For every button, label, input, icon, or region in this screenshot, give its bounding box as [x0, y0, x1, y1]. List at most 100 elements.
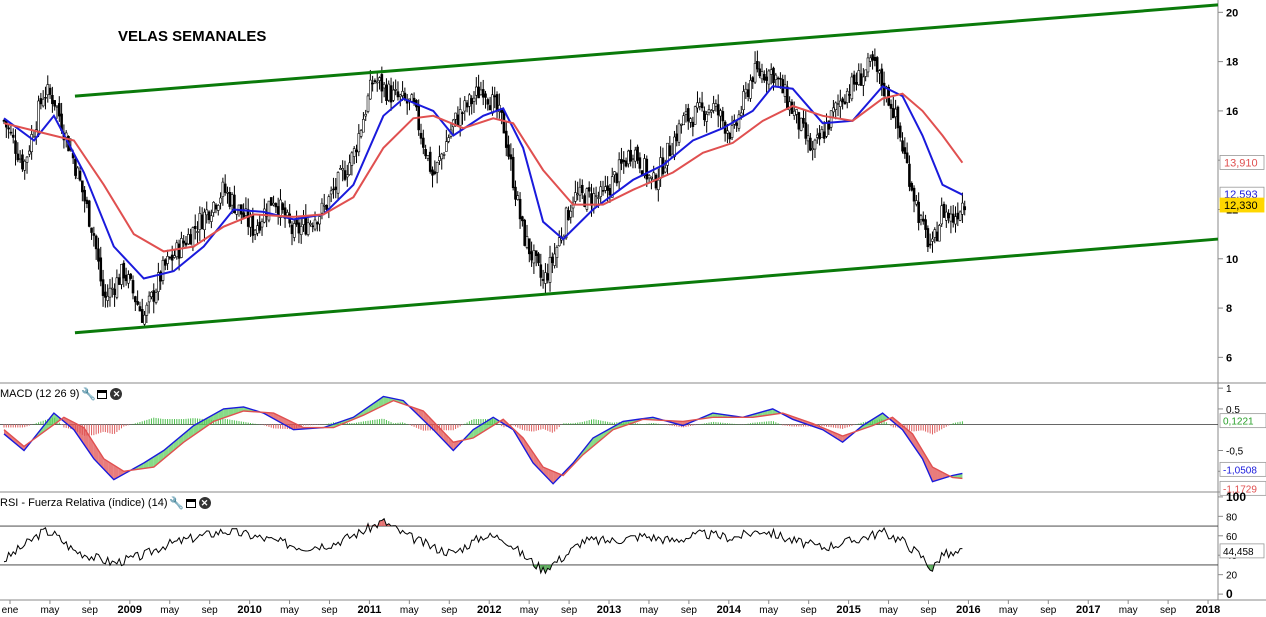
candle-body — [518, 198, 522, 220]
candle-body — [143, 314, 146, 325]
candle-body — [154, 292, 158, 303]
macd-signal-value-tag-text: -1,1729 — [1223, 484, 1257, 495]
candle-body — [309, 223, 312, 225]
candle-body — [334, 186, 338, 190]
candle-body — [940, 205, 943, 225]
candle-body — [99, 257, 103, 282]
candle-body — [691, 121, 695, 127]
wrench-icon[interactable]: 🔧 — [169, 496, 184, 510]
candle-body — [827, 120, 831, 130]
candle-body — [230, 194, 234, 206]
macd-cross-fill — [443, 431, 449, 446]
candle-body — [620, 159, 623, 164]
trendline — [74, 3, 1219, 98]
candle-body — [408, 98, 411, 101]
macd-cross-fill — [927, 458, 933, 482]
candle-body — [864, 69, 867, 77]
candle-body — [647, 175, 651, 179]
candlesticks — [2, 48, 967, 328]
candle-body — [74, 158, 77, 176]
candle-body — [28, 150, 31, 155]
macd-cross-fill — [468, 429, 474, 440]
candle-body — [484, 93, 487, 98]
candle-body — [590, 193, 593, 206]
candle-body — [290, 224, 294, 235]
candle-body — [152, 290, 156, 302]
candle-body — [456, 114, 460, 126]
candle-body — [207, 211, 211, 221]
candle-body — [495, 94, 499, 112]
x-tick-label: sep — [1160, 605, 1177, 616]
macd-cross-fill — [8, 433, 14, 443]
candle-body — [951, 213, 955, 223]
candle-body — [221, 181, 225, 198]
candle-body — [551, 256, 554, 264]
candle-body — [57, 103, 61, 117]
candle-body — [735, 122, 738, 126]
candle-body — [173, 255, 176, 258]
candle-body — [795, 109, 798, 115]
candle-body — [779, 77, 782, 80]
rsi-value-tag-box — [1219, 543, 1265, 559]
candle-body — [311, 225, 315, 228]
candle-body — [875, 57, 879, 72]
window-icon[interactable] — [185, 498, 196, 508]
x-tick-label: may — [400, 605, 419, 616]
candle-body — [299, 226, 303, 235]
candle-body — [905, 152, 909, 164]
macd-cross-fill — [603, 429, 609, 439]
candle-body — [921, 218, 925, 222]
wrench-icon[interactable]: 🔧 — [81, 387, 96, 401]
candle-body — [564, 207, 568, 239]
candle-body — [677, 123, 681, 143]
candle-body — [9, 131, 13, 134]
candle-body — [746, 89, 750, 97]
candle-body — [23, 160, 27, 171]
candle-body — [345, 174, 349, 178]
ema-slow-value-tag: 13,910 — [1219, 155, 1265, 170]
candle-body — [302, 218, 305, 225]
candle-body — [115, 277, 119, 298]
candle-body — [341, 168, 344, 171]
candle-body — [935, 231, 939, 242]
candle-body — [83, 189, 86, 202]
candle-body — [117, 277, 121, 285]
candle-body — [822, 131, 826, 139]
candle-body — [597, 197, 600, 199]
candle-body — [97, 248, 100, 262]
candle-body — [578, 186, 582, 196]
candle-body — [373, 80, 377, 83]
candle-body — [398, 94, 402, 97]
x-tick-label: may — [1119, 605, 1138, 616]
candle-body — [322, 204, 326, 207]
candle-body — [739, 112, 743, 116]
candle-body — [880, 68, 884, 87]
candle-body — [781, 79, 785, 94]
close-icon[interactable]: ✕ — [198, 497, 211, 509]
candle-body — [461, 112, 464, 114]
close-icon[interactable]: ✕ — [110, 388, 123, 400]
candle-body — [21, 154, 24, 170]
candle-body — [894, 108, 897, 118]
candle-body — [87, 200, 91, 227]
x-tick-label: 2018 — [1196, 604, 1220, 616]
candle-body — [92, 233, 96, 236]
rsi-pane-title: RSI - Fuerza Relativa (índice) (14) — [0, 497, 168, 509]
macd-pane-title: MACD (12 26 9) — [0, 388, 80, 400]
candle-body — [855, 82, 858, 85]
candle-body — [445, 141, 448, 152]
macd-cross-fill — [78, 425, 84, 445]
candle-body — [14, 140, 17, 154]
candle-body — [627, 150, 630, 165]
candle-body — [693, 106, 697, 125]
candle-body — [101, 279, 105, 296]
candle-body — [511, 156, 515, 189]
candle-body — [253, 229, 257, 235]
window-icon[interactable] — [97, 389, 108, 399]
candle-body — [48, 87, 52, 95]
candle-body — [11, 134, 15, 138]
macd-cross-fill — [448, 437, 454, 451]
candle-body — [385, 85, 388, 101]
x-tick-label: sep — [321, 605, 338, 616]
candle-body — [25, 156, 29, 163]
